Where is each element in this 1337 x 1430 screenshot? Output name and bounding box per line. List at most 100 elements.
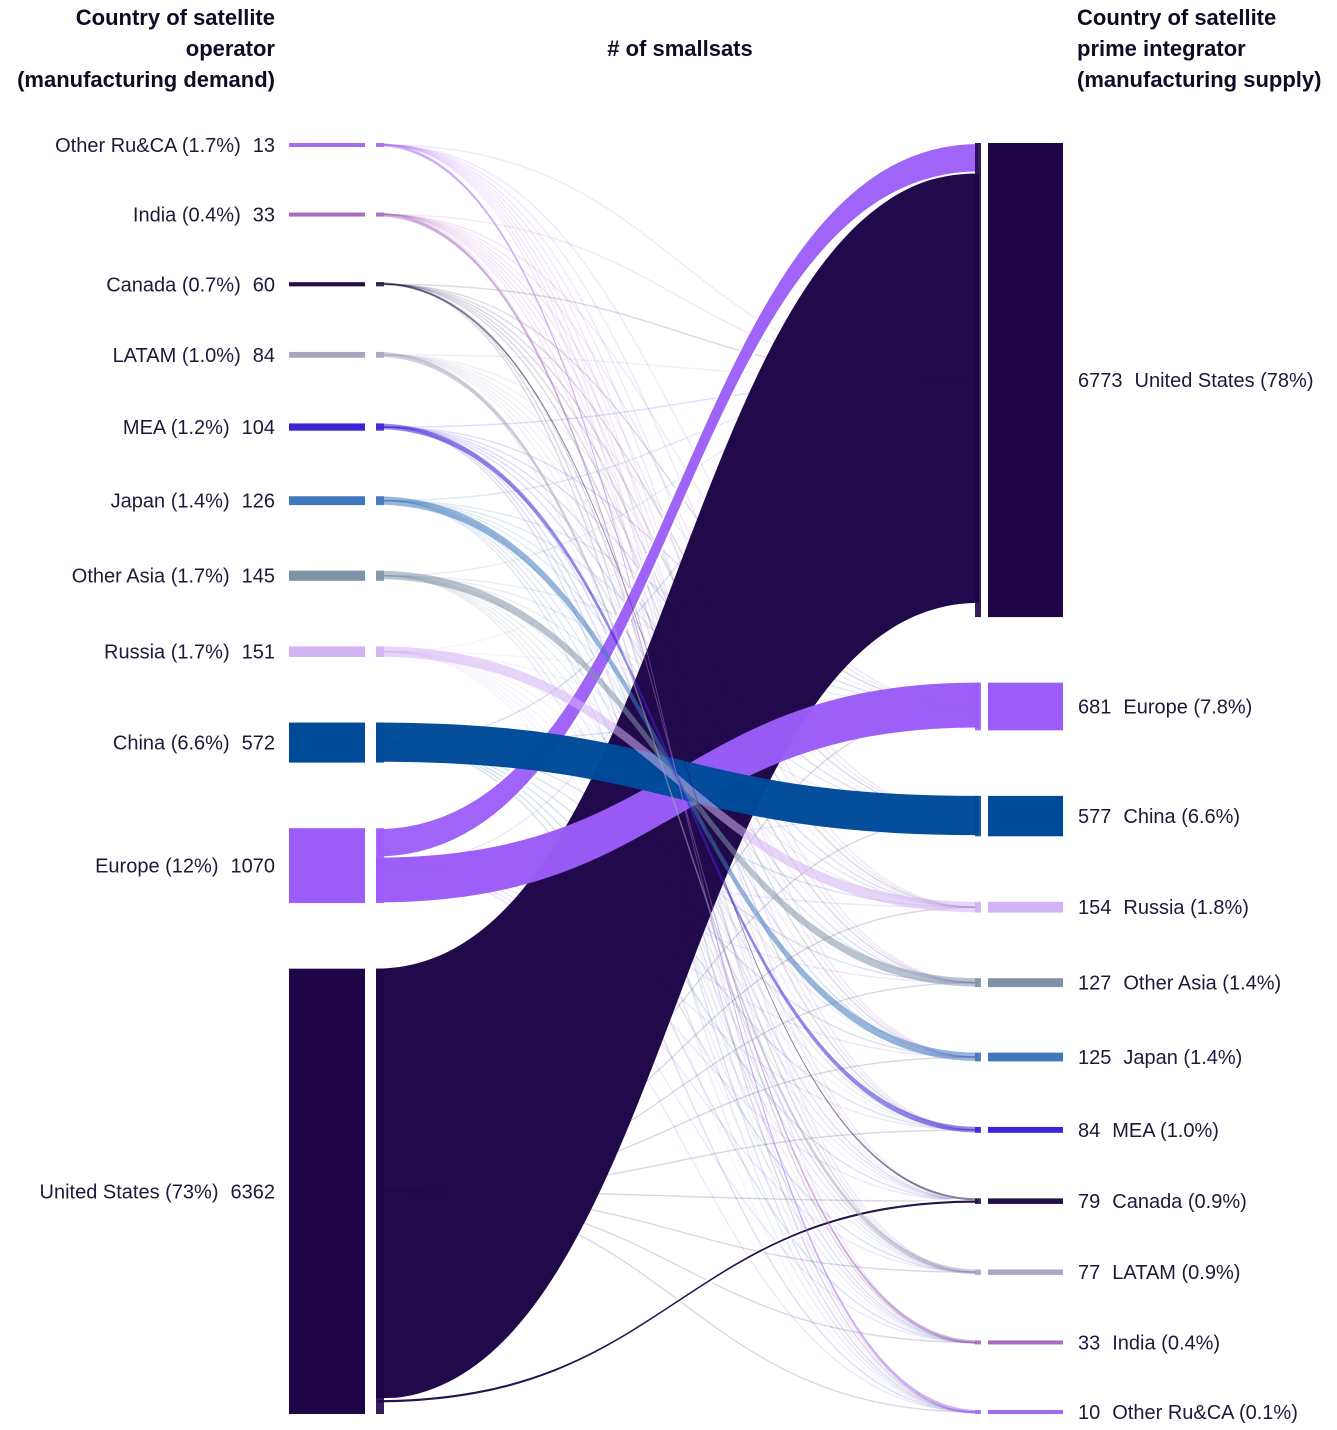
source-label-value-russia: 151 [242, 642, 275, 664]
target-node-bar-mea [988, 1126, 1063, 1133]
target-label-value-mea: 84 [1078, 1120, 1100, 1142]
target-label-value-united-states: 6773 [1078, 370, 1123, 392]
target-label-name-latam: LATAM (0.9%) [1112, 1262, 1240, 1284]
target-label-value-europe: 681 [1078, 697, 1111, 719]
source-node-strip-india [376, 212, 384, 217]
source-label-mea: MEA (1.2%) 104 [123, 417, 275, 439]
target-node-strip-japan [975, 1052, 981, 1062]
middle-header: # of smallsats [607, 36, 753, 61]
source-node-bar-india [289, 212, 365, 217]
source-label-latam: LATAM (1.0%) 84 [113, 345, 275, 367]
source-label-value-united-states: 6362 [231, 1181, 276, 1203]
target-node-bar-india [988, 1340, 1063, 1345]
source-label-other-ru-ca: Other Ru&CA (1.7%) 13 [55, 135, 275, 157]
source-label-china: China (6.6%) 572 [113, 733, 275, 755]
target-node-bar-canada [988, 1198, 1063, 1204]
target-label-russia: 154 Russia (1.8%) [1078, 897, 1249, 919]
target-label-name-united-states: United States (78%) [1135, 370, 1314, 392]
source-node-bar-other-ru-ca [289, 143, 365, 147]
source-label-name-other-asia: Other Asia (1.7%) [72, 566, 230, 588]
minor-flow-russia-to-other-ru-ca [383, 650, 978, 1413]
source-label-value-other-ru-ca: 13 [253, 135, 275, 157]
source-label-canada: Canada (0.7%) 60 [106, 274, 275, 296]
target-node-strip-mea [975, 1126, 981, 1133]
source-node-strip-mea [376, 423, 384, 431]
target-node-strip-united-states [975, 143, 981, 618]
minor-flow-latam-to-europe [383, 354, 978, 708]
minor-flow-india-to-europe [383, 213, 978, 708]
target-node-bar-other-ru-ca [988, 1410, 1063, 1414]
source-node-strip-latam [376, 351, 384, 358]
node-labels: Other Ru&CA (1.7%) 13 India (0.4%) 33 Canada… [40, 135, 1314, 1424]
source-node-bar-russia [289, 646, 365, 657]
source-node-strip-china [376, 722, 384, 763]
source-label-value-india: 33 [253, 205, 275, 227]
target-label-name-other-ru-ca: Other Ru&CA (0.1%) [1112, 1402, 1298, 1424]
source-label-name-russia: Russia (1.7%) [104, 642, 230, 664]
minor-flow-other-ru-ca-to-europe [383, 144, 978, 708]
target-label-name-china: China (6.6%) [1123, 806, 1240, 828]
flow-canada-to-canada [376, 282, 979, 1201]
source-label-name-latam: LATAM (1.0%) [113, 345, 241, 367]
target-label-name-mea: MEA (1.0%) [1112, 1120, 1219, 1142]
target-label-europe: 681 Europe (7.8%) [1078, 697, 1252, 719]
source-node-bar-japan [289, 496, 365, 506]
target-node-bar-japan [988, 1052, 1063, 1062]
target-label-name-europe: Europe (7.8%) [1123, 697, 1252, 719]
target-label-name-other-asia: Other Asia (1.4%) [1123, 973, 1281, 995]
source-node-strip-canada [376, 282, 384, 287]
source-label-europe: Europe (12%) 1070 [95, 856, 275, 878]
target-node-strip-russia [975, 901, 981, 913]
target-label-value-other-asia: 127 [1078, 973, 1111, 995]
source-label-name-other-ru-ca: Other Ru&CA (1.7%) [55, 135, 241, 157]
left-header-line-2: operator [185, 36, 275, 61]
right-header-line-2: prime integrator [1077, 36, 1246, 61]
target-node-bar-china [988, 795, 1063, 837]
source-label-japan: Japan (1.4%) 126 [111, 491, 275, 513]
target-node-strip-europe [975, 682, 981, 731]
target-label-name-india: India (0.4%) [1112, 1332, 1220, 1354]
source-label-name-japan: Japan (1.4%) [111, 491, 230, 513]
source-label-united-states: United States (73%) 6362 [40, 1181, 275, 1203]
target-node-bar-other-asia [988, 978, 1063, 988]
minor-flow-russia-to-india [383, 650, 978, 1344]
target-label-india: 33 India (0.4%) [1078, 1332, 1220, 1354]
target-label-other-ru-ca: 10 Other Ru&CA (0.1%) [1078, 1402, 1298, 1424]
source-label-value-mea: 104 [242, 417, 275, 439]
source-label-name-china: China (6.6%) [113, 733, 230, 755]
source-label-value-japan: 126 [242, 491, 275, 513]
source-label-other-asia: Other Asia (1.7%) 145 [72, 566, 275, 588]
left-column-header: Country of satellite operator (manufactu… [0, 2, 275, 95]
minor-flow-europe-to-india [383, 864, 978, 1344]
target-node-bar-europe [988, 682, 1063, 731]
source-node-bar-canada [289, 282, 365, 287]
source-node-bar-mea [289, 423, 365, 431]
target-label-name-canada: Canada (0.9%) [1112, 1191, 1247, 1213]
source-node-bar-other-asia [289, 570, 365, 581]
source-node-strip-japan [376, 496, 384, 506]
target-label-united-states: 6773 United States (78%) [1078, 370, 1313, 392]
source-node-bar-united-states [289, 968, 365, 1414]
target-node-strip-india [975, 1340, 981, 1345]
target-label-value-india: 33 [1078, 1332, 1100, 1354]
source-label-name-europe: Europe (12%) [95, 856, 218, 878]
minor-flow-other-ru-ca-to-russia [383, 144, 978, 908]
node-bars [289, 143, 1063, 1414]
target-label-name-russia: Russia (1.8%) [1123, 897, 1249, 919]
target-label-name-japan: Japan (1.4%) [1123, 1047, 1242, 1069]
minor-flow-india-to-russia [383, 213, 978, 908]
source-label-name-canada: Canada (0.7%) [106, 274, 241, 296]
target-label-value-japan: 125 [1078, 1047, 1111, 1069]
source-label-value-other-asia: 145 [242, 566, 275, 588]
minor-flow-canada-to-china [383, 283, 978, 817]
right-header-line-3: (manufacturing supply) [1077, 67, 1322, 92]
target-node-strip-china [975, 795, 981, 837]
source-label-value-latam: 84 [253, 345, 275, 367]
major-flow-links [375, 141, 980, 1414]
target-label-japan: 125 Japan (1.4%) [1078, 1047, 1242, 1069]
source-label-india: India (0.4%) 33 [133, 205, 275, 227]
source-label-value-canada: 60 [253, 274, 275, 296]
minor-flow-europe-to-other-ru-ca [383, 864, 978, 1413]
target-label-canada: 79 Canada (0.9%) [1078, 1191, 1247, 1213]
target-label-value-other-ru-ca: 10 [1078, 1402, 1100, 1424]
